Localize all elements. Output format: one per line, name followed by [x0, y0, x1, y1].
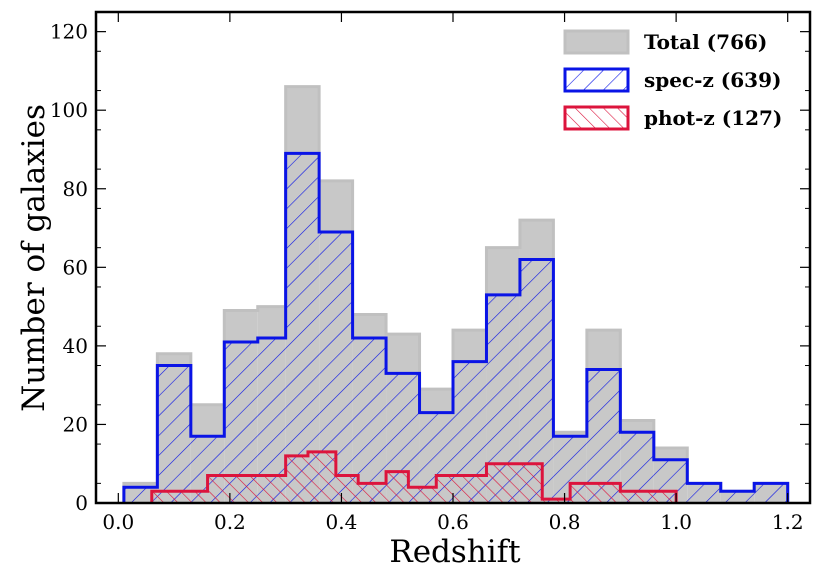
- bar-series-3-bin-10: [486, 463, 543, 503]
- y-tick-label: 20: [63, 412, 88, 436]
- y-axis-title: Number of galaxies: [16, 104, 52, 412]
- bar-series-3-bin-8: [408, 487, 437, 503]
- y-tick-label: 40: [63, 334, 88, 358]
- bar-series-3-bin-11: [542, 499, 571, 503]
- bar-series-3-bin-1: [151, 491, 208, 503]
- bar-series-3-bin-5: [335, 475, 359, 503]
- outline-series-3: [150, 450, 678, 503]
- legend: Total (766) spec-z (639) phot-z (127): [563, 29, 782, 131]
- bar-series-3-bin-4: [307, 451, 336, 503]
- bar-series-2-bin-6: [285, 153, 320, 503]
- x-tick-label: 1.0: [660, 510, 692, 534]
- bar-series-3-bin-13: [620, 491, 677, 503]
- legend-swatch: [563, 29, 630, 55]
- legend-item-3: phot-z (127): [563, 105, 782, 131]
- bar-series-3-bin-9: [436, 475, 487, 503]
- bar-series-2-bin-20: [754, 483, 788, 503]
- y-tick-label: 100: [50, 98, 88, 122]
- x-tick-label: 0.0: [102, 510, 134, 534]
- y-tick-label: 60: [63, 255, 88, 279]
- legend-swatch: [563, 105, 630, 131]
- x-tick-label: 0.8: [549, 510, 581, 534]
- x-tick-label: 1.2: [772, 510, 804, 534]
- x-axis-title: Redshift: [389, 534, 521, 570]
- tick-labels: 0.0 0.2 0.4 0.6 0.8 1.0 1.2 0 20 40 60 80 100 120: [50, 20, 804, 534]
- legend-item-1: Total (766): [563, 29, 767, 55]
- legend-item-2: spec-z (639): [563, 67, 781, 93]
- bar-series-2-bin-2: [157, 365, 191, 503]
- x-tick-label: 0.6: [437, 510, 469, 534]
- y-tick-label: 120: [50, 20, 88, 44]
- bar-series-3-bin-3: [285, 455, 308, 503]
- bar-series-3-bin-12: [570, 483, 621, 503]
- outline-series-1: [122, 85, 790, 503]
- plot-frame: [94, 10, 812, 505]
- outline-series-2: [122, 151, 790, 503]
- x-tick-label: 0.4: [326, 510, 358, 534]
- legend-swatch: [563, 67, 630, 93]
- legend-label: spec-z (639): [644, 68, 781, 92]
- bar-series-2-bin-1: [123, 487, 158, 503]
- y-tick-label: 0: [75, 491, 88, 515]
- bar-series-2-bin-19: [720, 491, 755, 503]
- bar-series-3-bin-2: [207, 475, 286, 503]
- histogram-bars: [122, 85, 790, 503]
- legend-label: Total (766): [644, 30, 767, 54]
- series-3: [150, 450, 678, 503]
- bar-series-2-bin-18: [687, 483, 721, 503]
- legend-label: phot-z (127): [644, 106, 782, 130]
- bar-series-3-bin-7: [386, 471, 409, 503]
- bar-series-3-bin-6: [358, 483, 387, 503]
- x-tick-label: 0.2: [214, 510, 246, 534]
- y-tick-label: 80: [63, 177, 88, 201]
- bar-series-2-bin-15: [586, 369, 621, 503]
